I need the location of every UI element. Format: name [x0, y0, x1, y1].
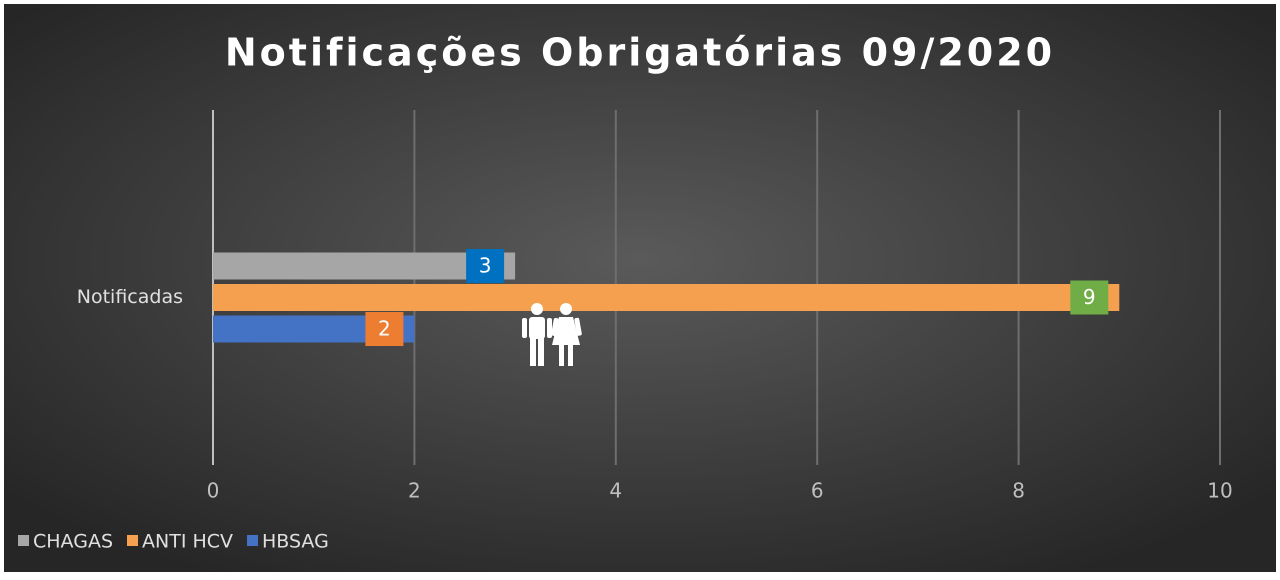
- bar: [213, 252, 516, 280]
- data-label: 9: [1083, 285, 1096, 309]
- x-tick-label: 6: [811, 479, 824, 503]
- data-label-box: [466, 249, 505, 283]
- legend-label: CHAGAS: [33, 531, 113, 553]
- chart-title: Notificações Obrigatórias 09/2020: [225, 31, 1055, 75]
- data-label: 2: [378, 317, 391, 341]
- data-label-box: [1070, 280, 1109, 315]
- legend-swatch: [127, 535, 138, 546]
- data-label-box: [365, 312, 404, 346]
- people-icon: [522, 303, 582, 366]
- x-tick-label: 2: [408, 479, 421, 503]
- bar: [213, 284, 1120, 311]
- legend-swatch: [18, 535, 29, 546]
- x-tick-label: 4: [609, 479, 622, 503]
- x-tick-label: 0: [207, 479, 220, 503]
- x-tick-label: 8: [1012, 479, 1025, 503]
- legend-label: ANTI HCV: [142, 531, 233, 553]
- x-tick-label: 10: [1207, 479, 1232, 503]
- legend-swatch: [247, 535, 259, 546]
- data-label: 3: [479, 254, 492, 278]
- y-tick-label: Notificadas: [77, 286, 183, 308]
- legend-label: HBSAG: [262, 531, 329, 553]
